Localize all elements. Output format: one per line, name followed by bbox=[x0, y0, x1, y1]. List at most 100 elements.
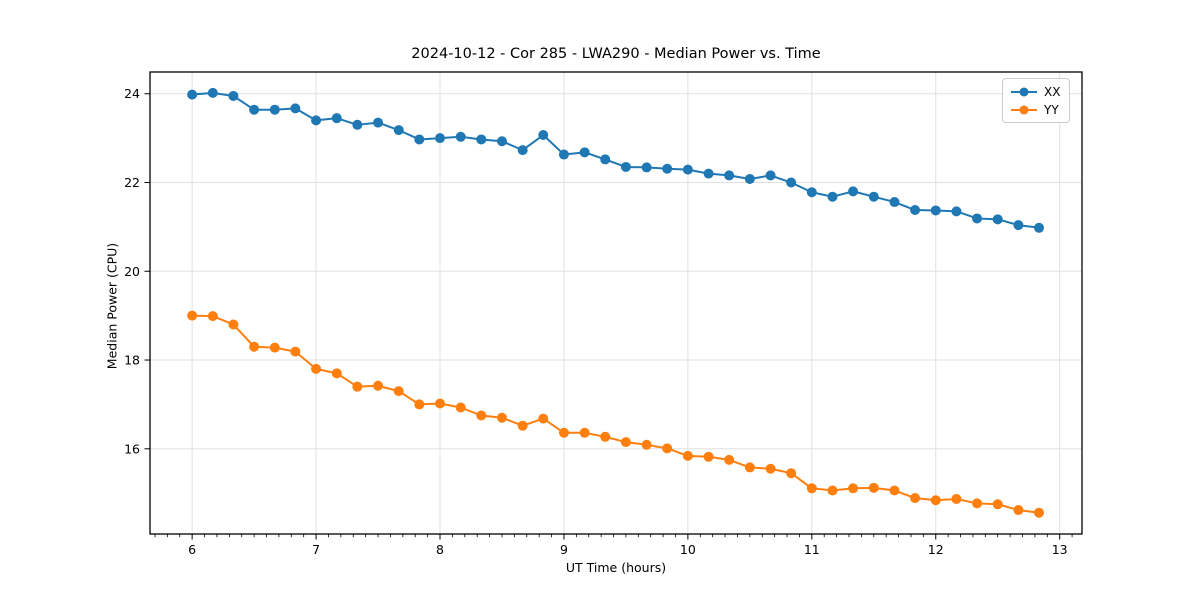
data-point-XX bbox=[187, 89, 198, 100]
data-point-YY bbox=[1013, 505, 1024, 516]
data-point-YY bbox=[910, 493, 921, 504]
data-point-XX bbox=[868, 191, 879, 202]
y-tick-label: 18 bbox=[124, 353, 140, 368]
data-point-YY bbox=[414, 399, 425, 410]
data-point-XX bbox=[207, 87, 218, 98]
data-point-YY bbox=[496, 412, 507, 423]
data-point-XX bbox=[414, 134, 425, 145]
x-tick-label: 9 bbox=[560, 542, 568, 557]
data-point-YY bbox=[290, 346, 301, 357]
data-point-YY bbox=[393, 386, 404, 397]
data-point-XX bbox=[786, 177, 797, 188]
data-point-XX bbox=[311, 115, 322, 126]
data-point-YY bbox=[228, 319, 239, 330]
x-tick-label: 7 bbox=[312, 542, 320, 557]
data-point-YY bbox=[662, 443, 673, 454]
data-point-YY bbox=[972, 498, 983, 509]
data-point-XX bbox=[641, 162, 652, 173]
data-point-YY bbox=[579, 427, 590, 438]
data-point-YY bbox=[187, 310, 198, 321]
data-point-XX bbox=[600, 154, 611, 165]
data-point-YY bbox=[517, 420, 528, 431]
data-point-XX bbox=[455, 131, 466, 142]
data-point-YY bbox=[951, 493, 962, 504]
data-point-YY bbox=[435, 398, 446, 409]
data-point-YY bbox=[538, 413, 549, 424]
data-point-XX bbox=[703, 168, 714, 179]
data-point-YY bbox=[373, 380, 384, 391]
data-point-YY bbox=[600, 431, 611, 442]
chart-title: 2024-10-12 - Cor 285 - LWA290 - Median P… bbox=[411, 46, 821, 62]
data-point-YY bbox=[765, 463, 776, 474]
data-point-YY bbox=[868, 482, 879, 493]
data-point-YY bbox=[930, 495, 941, 506]
data-point-XX bbox=[951, 206, 962, 217]
data-point-XX bbox=[579, 147, 590, 158]
data-point-YY bbox=[724, 454, 735, 465]
data-point-XX bbox=[269, 104, 280, 115]
y-tick-label: 20 bbox=[124, 264, 140, 279]
data-point-YY bbox=[620, 437, 631, 448]
legend-marker-YY bbox=[1011, 105, 1037, 114]
data-point-XX bbox=[724, 170, 735, 181]
data-point-XX bbox=[910, 205, 921, 216]
data-point-XX bbox=[620, 161, 631, 172]
data-point-XX bbox=[744, 173, 755, 184]
legend: XX YY bbox=[1002, 78, 1071, 123]
data-point-YY bbox=[889, 485, 900, 496]
data-point-YY bbox=[476, 410, 487, 421]
data-point-XX bbox=[662, 163, 673, 174]
y-tick-label: 22 bbox=[124, 175, 140, 190]
data-point-XX bbox=[765, 170, 776, 181]
series-line-YY bbox=[191, 314, 1040, 514]
data-point-XX bbox=[682, 164, 693, 175]
data-point-YY bbox=[249, 341, 260, 352]
data-point-XX bbox=[827, 191, 838, 202]
legend-marker-XX bbox=[1011, 87, 1037, 96]
legend-label-XX: XX bbox=[1044, 84, 1061, 99]
y-tick-label: 24 bbox=[124, 86, 140, 101]
data-point-XX bbox=[228, 90, 239, 101]
data-point-XX bbox=[930, 205, 941, 216]
x-tick-label: 10 bbox=[680, 542, 696, 557]
legend-label-YY: YY bbox=[1044, 102, 1059, 117]
axes-frame bbox=[149, 71, 1083, 535]
data-point-YY bbox=[806, 483, 817, 494]
x-tick-label: 13 bbox=[1052, 542, 1068, 557]
x-tick-label: 11 bbox=[804, 542, 820, 557]
data-point-XX bbox=[290, 103, 301, 114]
x-axis-label: UT Time (hours) bbox=[565, 560, 667, 575]
data-point-XX bbox=[352, 119, 363, 130]
data-point-YY bbox=[848, 483, 859, 494]
data-point-XX bbox=[558, 149, 569, 160]
data-point-XX bbox=[848, 186, 859, 197]
data-point-YY bbox=[641, 439, 652, 450]
data-point-YY bbox=[558, 427, 569, 438]
data-point-XX bbox=[517, 145, 528, 156]
data-point-YY bbox=[744, 462, 755, 473]
data-point-XX bbox=[806, 187, 817, 198]
data-point-XX bbox=[889, 197, 900, 208]
data-point-YY bbox=[331, 368, 342, 379]
x-tick-label: 12 bbox=[928, 542, 944, 557]
data-point-YY bbox=[703, 451, 714, 462]
x-tick-label: 6 bbox=[188, 542, 196, 557]
data-point-YY bbox=[455, 402, 466, 413]
y-axis-label: Median Power (CPU) bbox=[104, 242, 120, 370]
x-tick-label: 8 bbox=[436, 542, 444, 557]
data-point-YY bbox=[311, 363, 322, 374]
data-point-XX bbox=[476, 134, 487, 145]
data-point-XX bbox=[972, 213, 983, 224]
legend-item-YY: YY bbox=[1010, 101, 1060, 118]
data-point-YY bbox=[352, 381, 363, 392]
data-point-YY bbox=[827, 485, 838, 496]
data-point-XX bbox=[992, 214, 1003, 225]
data-point-XX bbox=[373, 117, 384, 128]
y-tick-label: 16 bbox=[124, 441, 140, 456]
data-point-XX bbox=[435, 133, 446, 144]
data-point-XX bbox=[1033, 222, 1044, 233]
data-point-XX bbox=[496, 136, 507, 147]
data-point-XX bbox=[331, 113, 342, 124]
